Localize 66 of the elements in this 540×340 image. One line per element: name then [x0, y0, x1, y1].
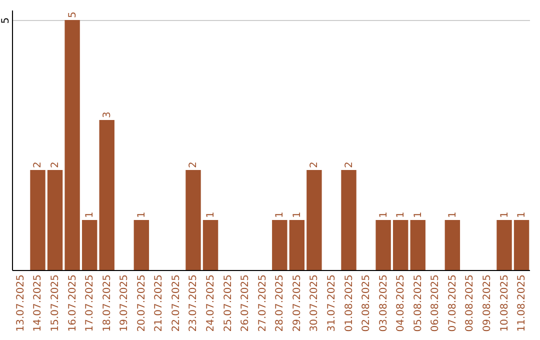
data-label: 1: [412, 212, 424, 218]
x-tick-label: 11.08.2025: [516, 274, 528, 332]
data-label: 1: [378, 212, 390, 218]
data-label: 1: [84, 212, 96, 218]
x-tick-label: 20.07.2025: [136, 274, 148, 332]
x-tick-label: 08.08.2025: [464, 274, 476, 332]
x-tick-label: 28.07.2025: [274, 274, 286, 332]
data-label: 2: [32, 162, 44, 168]
x-tick-label: 14.07.2025: [32, 274, 44, 332]
data-label: 5: [67, 12, 78, 18]
data-label: 1: [396, 212, 407, 218]
x-tick-label: 13.07.2025: [15, 274, 26, 332]
x-tick-label: 16.07.2025: [67, 274, 78, 332]
bar: [376, 220, 391, 270]
x-tick-label: 04.08.2025: [396, 274, 407, 332]
x-tick-label: 24.07.2025: [206, 274, 217, 332]
data-label: 2: [344, 162, 355, 168]
data-label: 1: [447, 212, 458, 218]
data-label: 2: [50, 162, 62, 168]
data-label: 1: [499, 212, 510, 218]
bar: [514, 220, 530, 270]
bar: [410, 220, 426, 270]
x-tick-label: 01.08.2025: [344, 274, 355, 332]
data-label: 1: [136, 212, 148, 218]
bar: [64, 20, 80, 270]
bar: [272, 220, 288, 270]
x-tick-label: 21.07.2025: [154, 274, 165, 332]
x-tick-label: 09.08.2025: [482, 274, 493, 332]
data-label: 3: [102, 112, 113, 118]
data-label: 2: [309, 162, 320, 168]
x-tick-label: 18.07.2025: [102, 274, 113, 332]
x-tick-label: 06.08.2025: [430, 274, 442, 332]
bar: [496, 220, 512, 270]
x-tick-label: 30.07.2025: [309, 274, 320, 332]
bar: [47, 170, 63, 270]
x-tick-label: 25.07.2025: [222, 274, 234, 332]
bar: [134, 220, 150, 270]
x-tick-label: 10.08.2025: [499, 274, 510, 332]
data-label: 2: [188, 162, 200, 168]
data-label: 1: [206, 212, 217, 218]
x-tick-label: 26.07.2025: [240, 274, 252, 332]
bar: [186, 170, 201, 270]
data-label: 1: [516, 212, 528, 218]
bar: [289, 220, 305, 270]
x-tick-label: 31.07.2025: [326, 274, 338, 332]
x-tick-label: 07.08.2025: [447, 274, 458, 332]
data-label: 1: [292, 212, 303, 218]
x-tick-label: 15.07.2025: [50, 274, 62, 332]
bar: [99, 120, 114, 270]
x-tick-label: 03.08.2025: [378, 274, 390, 332]
x-tick-label: 23.07.2025: [188, 274, 200, 332]
x-tick-label: 29.07.2025: [292, 274, 303, 332]
data-label: 1: [274, 212, 286, 218]
x-tick-label: 19.07.2025: [119, 274, 130, 332]
bar: [202, 220, 218, 270]
bar: [306, 170, 322, 270]
x-tick-label: 05.08.2025: [412, 274, 424, 332]
x-tick-label: 17.07.2025: [84, 274, 96, 332]
x-tick-label: 22.07.2025: [170, 274, 182, 332]
x-tick-label: 02.08.2025: [361, 274, 372, 332]
bar: [30, 170, 46, 270]
x-tick-label: 27.07.2025: [257, 274, 268, 332]
bar: [82, 220, 98, 270]
bar: [341, 170, 356, 270]
bar: [444, 220, 460, 270]
bar: [392, 220, 408, 270]
